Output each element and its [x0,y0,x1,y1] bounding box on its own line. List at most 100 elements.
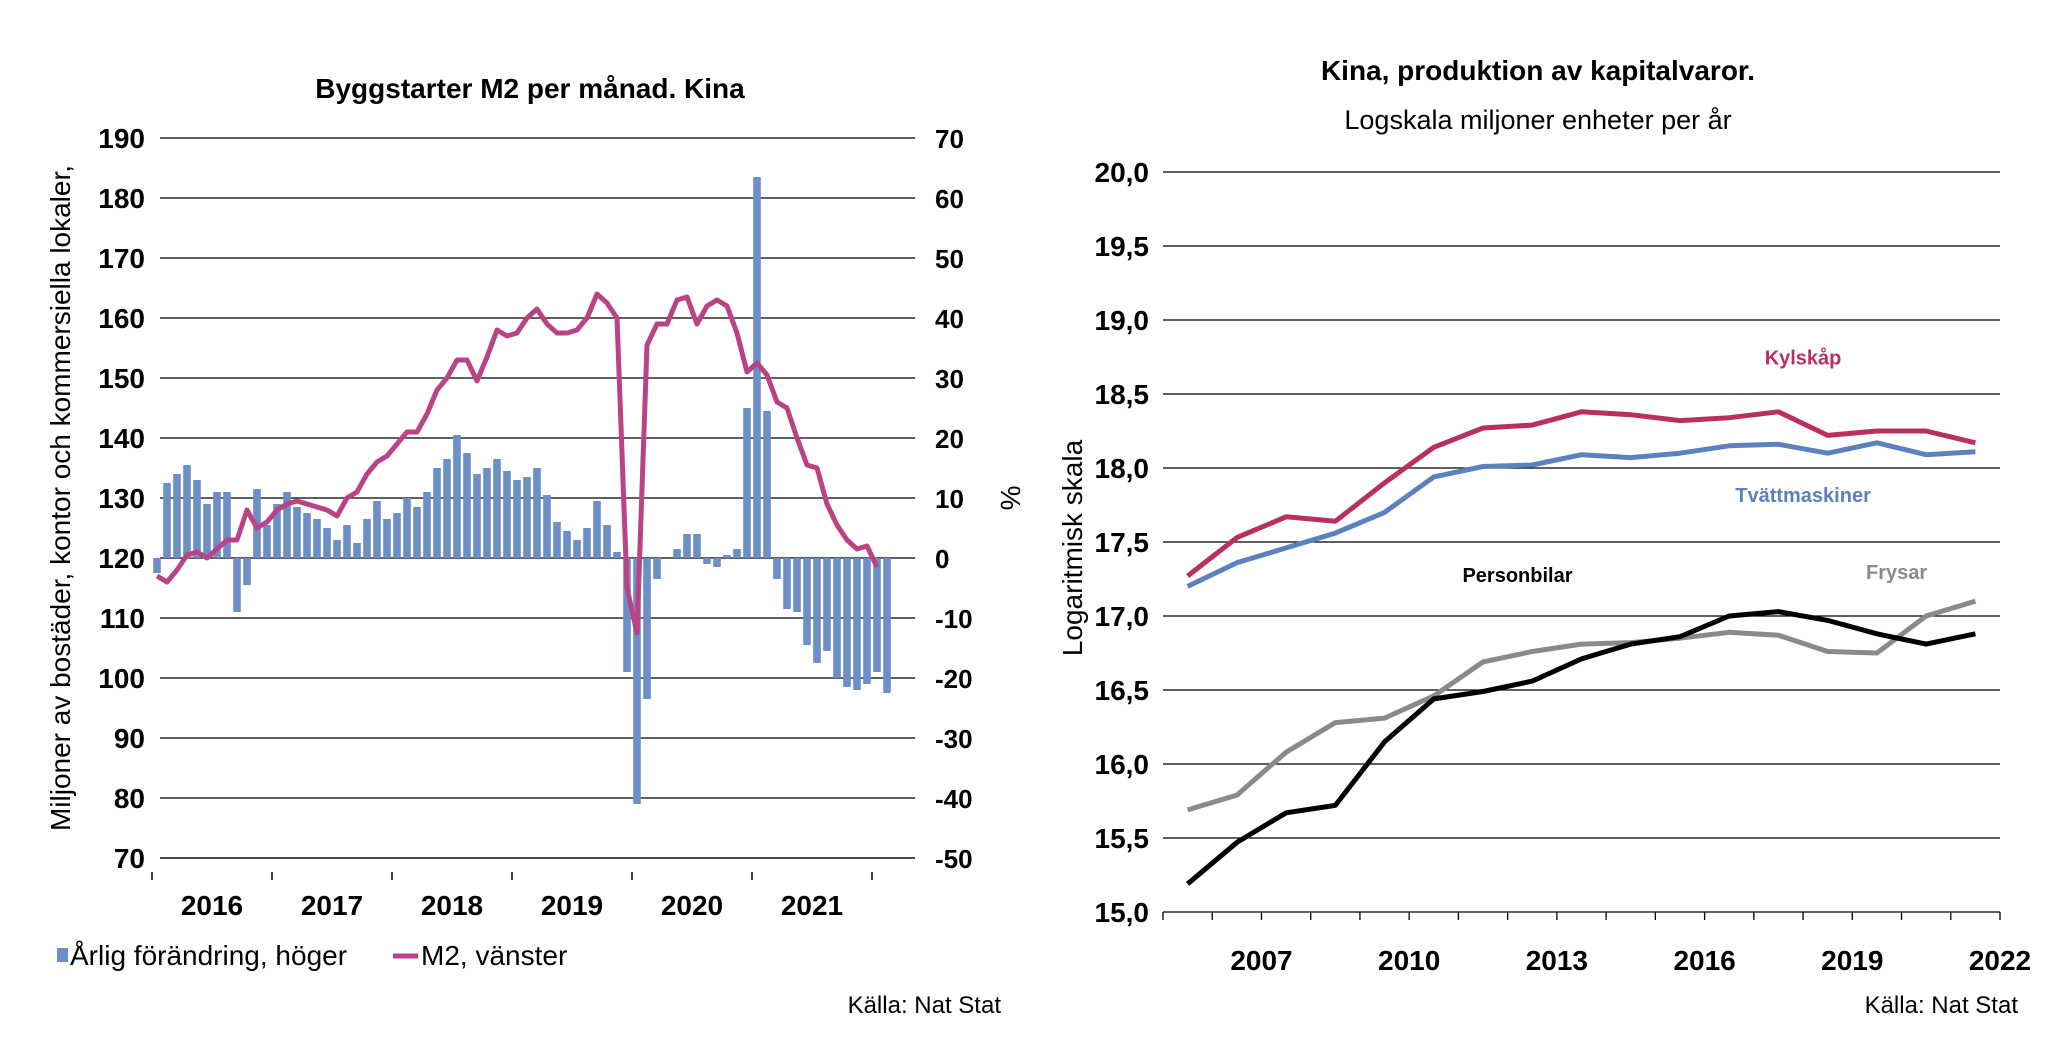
bar [843,558,851,687]
bar [243,558,251,585]
right-y-tick-label: 50 [935,244,964,274]
right-y-axis-label: Logaritmisk skala [1057,439,1088,656]
bar [813,558,821,663]
bar [723,555,731,558]
right-x-tick-label: 2022 [1969,945,2031,976]
bar [603,525,611,558]
series-line-tvättmaskiner [1186,440,1976,589]
right-x-tick-label: 2019 [1821,945,1883,976]
left-y-axis-right-ticks: 70 60 50 40 30 20 10 0 -10 -20 -30 -40 -50 [935,124,973,874]
right-y-tick-label: 16,5 [1095,675,1150,706]
bar [693,534,701,558]
bar [683,534,691,558]
right-y-tick-label: 15,5 [1095,823,1150,854]
right-x-tick-label: 2010 [1378,945,1440,976]
right-y-tick-label: 60 [935,184,964,214]
bar [553,522,561,558]
series-line-frysar [1186,598,1977,813]
bar [313,519,321,558]
bar [413,507,421,558]
left-y-tick-label: 110 [100,603,145,634]
bar [523,477,531,558]
right-source-note: Källa: Nat Stat [1865,992,2019,1019]
left-y-tick-label: 120 [98,543,145,574]
left-y-axis-label: Miljoner av bostäder, kontor och kommers… [45,165,76,831]
left-y-tick-label: 190 [98,123,145,154]
bar [563,531,571,558]
left-x-tick-label: 2019 [541,890,603,921]
right-y-tick-label: 19,0 [1095,305,1150,336]
left-x-ticks: 2016 2017 2018 2019 2020 2021 [151,872,873,921]
bar [853,558,861,690]
right-y-tick-label: 18,5 [1095,379,1150,410]
bar [673,549,681,558]
bar [333,540,341,558]
bar [383,519,391,558]
series-label: Personbilar [1462,565,1572,587]
right-series-labels: Kylskåp Tvättmaskiner Personbilar Frysar [1462,346,1927,587]
right-y-axis-label: % [995,486,1026,511]
bar [763,411,771,558]
bar [803,558,811,645]
series-line-kylskåp [1186,409,1976,578]
bar [263,525,271,558]
legend-swatch-bars [57,948,68,962]
series-label: Frysar [1866,562,1927,584]
bar [363,519,371,558]
chart-byggstarter: Byggstarter M2 per månad. Kina 2016 2017 2… [45,73,1026,1019]
left-y-tick-label: 80 [114,783,145,814]
bar [833,558,841,678]
right-y-tick-label: 10 [935,484,964,514]
left-y-tick-label: 130 [98,483,145,514]
left-x-tick-label: 2018 [421,890,483,921]
left-y-tick-label: 70 [114,843,145,874]
bar [713,558,721,567]
left-x-tick-label: 2017 [301,890,363,921]
bar [733,549,741,558]
bar [863,558,871,684]
bar [153,558,161,573]
left-x-tick-label: 2021 [781,890,843,921]
bar [163,483,171,558]
bar [653,558,661,579]
left-y-tick-label: 150 [98,363,145,394]
bar [183,465,191,558]
right-y-tick-label: -20 [935,664,973,694]
bar [593,501,601,558]
right-y-tick-label: 40 [935,304,964,334]
bar [773,558,781,579]
right-y-tick-label: 0 [935,544,949,574]
left-y-tick-label: 90 [114,723,145,754]
bar [273,504,281,558]
right-gridlines [1163,171,2000,839]
bar [533,468,541,558]
bar [473,474,481,558]
right-x-ticks: 2007 2010 2013 2016 2019 2022 [1162,912,2031,976]
bar [303,513,311,558]
bar [283,492,291,558]
bar [623,558,631,672]
left-y-tick-label: 100 [98,663,145,694]
bar [873,558,881,672]
bar [743,408,751,558]
left-y-tick-label: 140 [98,423,145,454]
series-label: Tvättmaskiner [1735,485,1871,507]
bar [753,177,761,558]
right-y-tick-label: -40 [935,784,973,814]
bar [433,468,441,558]
left-x-tick-label: 2016 [181,890,243,921]
bar [373,501,381,558]
series-label: Kylskåp [1765,346,1842,369]
left-bars-series [153,177,891,804]
right-y-tick-label: 17,0 [1095,601,1150,632]
bar [223,492,231,558]
bar [423,492,431,558]
bar [443,459,451,558]
right-y-tick-label: 15,0 [1095,897,1150,928]
right-x-tick-label: 2016 [1673,945,1735,976]
right-chart-subtitle: Logskala miljoner enheter per år [1344,105,1731,135]
bar [393,513,401,558]
right-x-tick-label: 2013 [1526,945,1588,976]
legend-label-line: M2, vänster [421,940,567,971]
